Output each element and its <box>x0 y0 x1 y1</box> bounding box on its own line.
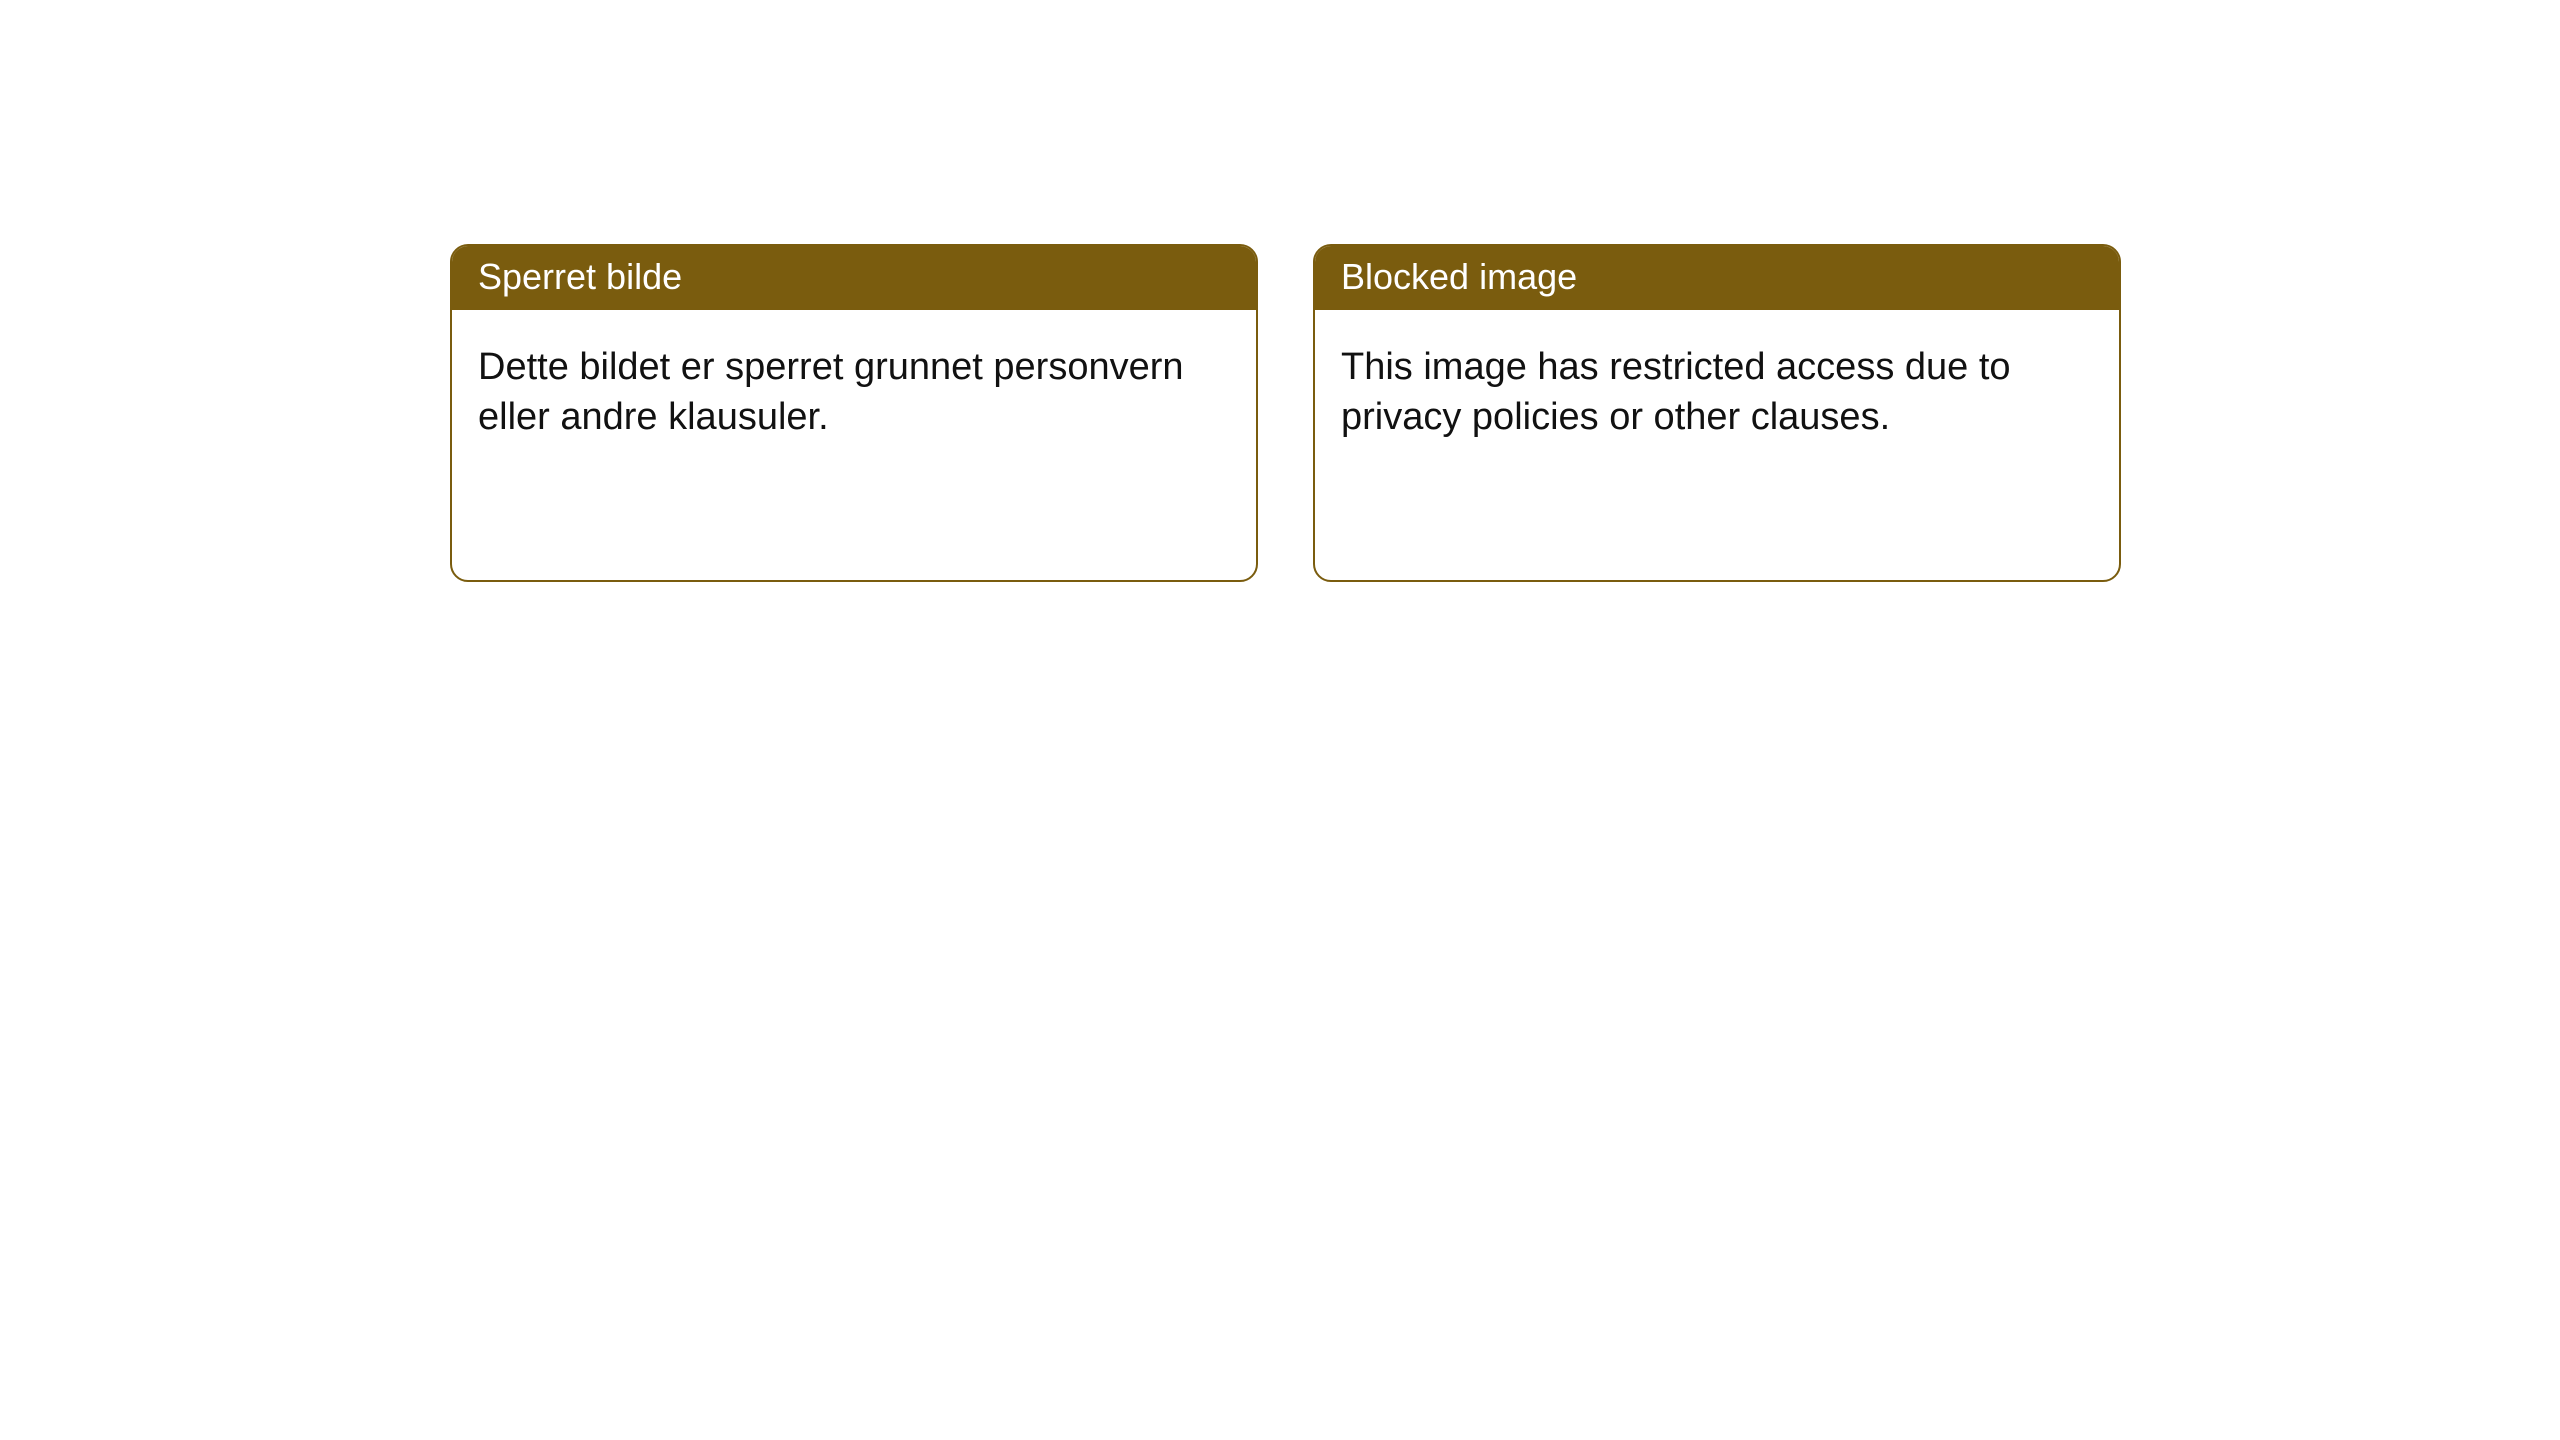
notice-card-norwegian: Sperret bilde Dette bildet er sperret gr… <box>450 244 1258 582</box>
notice-title: Sperret bilde <box>452 246 1256 310</box>
notice-container: Sperret bilde Dette bildet er sperret gr… <box>0 0 2560 582</box>
notice-card-english: Blocked image This image has restricted … <box>1313 244 2121 582</box>
notice-body: This image has restricted access due to … <box>1315 310 2119 580</box>
notice-body: Dette bildet er sperret grunnet personve… <box>452 310 1256 580</box>
notice-title: Blocked image <box>1315 246 2119 310</box>
